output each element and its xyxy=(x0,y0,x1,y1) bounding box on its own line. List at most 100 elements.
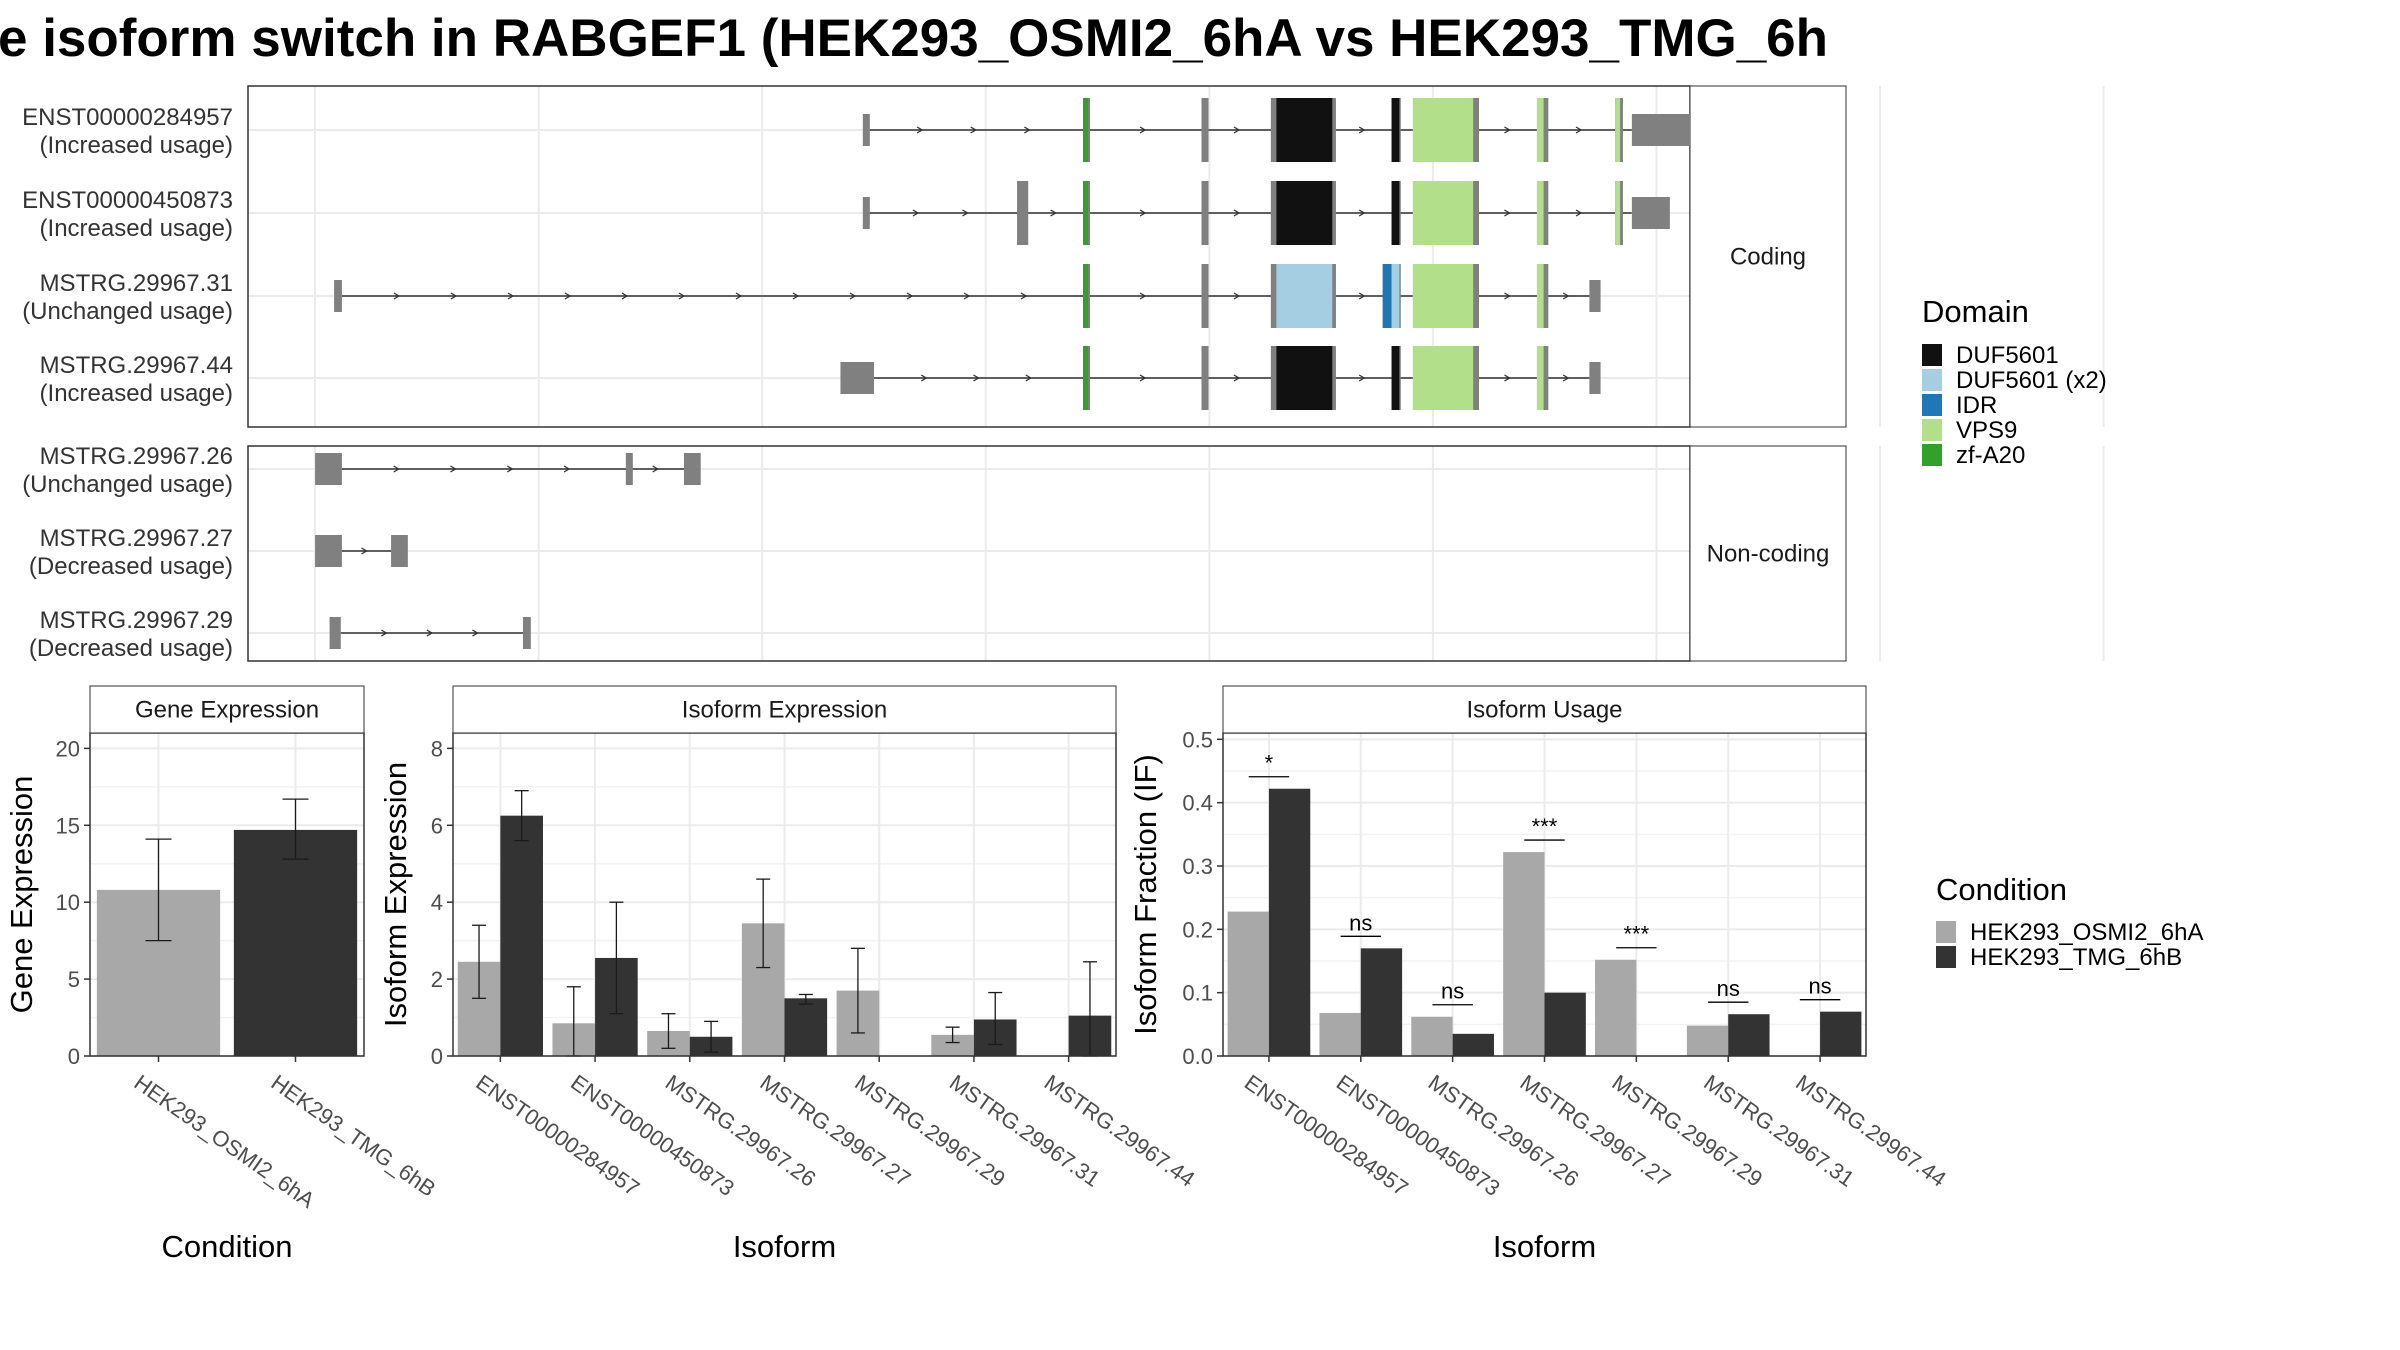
intron-direction-arrow xyxy=(1233,292,1241,300)
exon xyxy=(1589,362,1601,394)
bar xyxy=(1268,788,1311,1056)
domain-duf5601 xyxy=(1276,346,1333,410)
bar xyxy=(1319,1012,1361,1056)
exon xyxy=(840,362,874,394)
domain-zf-a20 xyxy=(1083,98,1089,162)
exon xyxy=(1201,181,1209,245)
intron-direction-arrow xyxy=(426,629,434,637)
exon xyxy=(1541,181,1549,245)
x-tick-label: MSTRG.29967.26 xyxy=(1424,1070,1584,1192)
transcript-usage-label: (Decreased usage) xyxy=(29,635,233,662)
intron-direction-arrow xyxy=(621,292,629,300)
transcript-ENST00000450873: ENST00000450873(Increased usage) xyxy=(22,181,1670,245)
transcript-id-label: ENST00000450873 xyxy=(22,187,233,214)
intron-direction-arrow xyxy=(1050,209,1057,217)
transcript-MSTRG.29967.31: MSTRG.29967.31(Unchanged usage) xyxy=(22,264,1601,328)
intron-direction-arrow xyxy=(678,292,686,300)
exon xyxy=(1589,280,1601,312)
transcript-id-label: MSTRG.29967.27 xyxy=(40,525,233,552)
facet-panel-bg xyxy=(248,446,1690,661)
legend-label: DUF5601 (x2) xyxy=(1956,367,2107,394)
bar xyxy=(1503,852,1545,1056)
intron-direction-arrow xyxy=(652,465,659,473)
facet-strip xyxy=(1689,85,1847,428)
exon xyxy=(1541,264,1549,328)
panel-title: Isoform Expression xyxy=(682,697,887,724)
intron-direction-arrow xyxy=(962,209,969,217)
domain-vps9 xyxy=(1412,264,1474,328)
y-tick-label: 0.0 xyxy=(1182,1044,1213,1069)
legend-key-condition xyxy=(1936,921,1956,943)
transcript-usage-label: (Increased usage) xyxy=(40,380,233,407)
intron-direction-arrow xyxy=(563,465,571,473)
transcript-usage-label: (Increased usage) xyxy=(40,215,233,242)
y-tick-label: 20 xyxy=(56,736,80,761)
facet-strip-label: Non-coding xyxy=(1707,541,1830,568)
facet-strip-label: Coding xyxy=(1730,244,1806,271)
transcript-id-label: MSTRG.29967.31 xyxy=(40,270,233,297)
significance-label: ns xyxy=(1717,976,1740,1001)
legend-key-vps9 xyxy=(1922,419,1942,441)
significance-label: *** xyxy=(1624,922,1650,947)
significance-label: * xyxy=(1265,751,1274,776)
domain-duf5601 xyxy=(1276,98,1333,162)
legend-label: HEK293_TMG_6hB xyxy=(1970,944,2182,971)
intron-direction-arrow xyxy=(849,292,857,300)
facet-strip xyxy=(1689,445,1847,662)
transcript-ENST00000284957: ENST00000284957(Increased usage) xyxy=(22,98,1690,162)
bar xyxy=(1686,1025,1729,1056)
domain-vps9 xyxy=(1536,346,1544,410)
exon xyxy=(1328,98,1336,162)
exon xyxy=(1472,181,1480,245)
domain-duf5601-x2- xyxy=(1391,264,1400,328)
bar xyxy=(931,1034,974,1056)
significance-label: ns xyxy=(1441,979,1464,1004)
exon xyxy=(1328,264,1336,328)
x-tick-label: MSTRG.29967.44 xyxy=(1040,1070,1200,1192)
intron-direction-arrow xyxy=(1233,209,1241,217)
intron-direction-arrow xyxy=(912,209,920,217)
intron-direction-arrow xyxy=(1233,126,1241,134)
intron-direction-arrow xyxy=(1504,292,1511,300)
intron-direction-arrow xyxy=(450,465,457,473)
domain-duf5601-x2- xyxy=(1276,264,1333,328)
domain-vps9 xyxy=(1536,98,1544,162)
y-tick-label: 0.4 xyxy=(1182,791,1213,816)
bar xyxy=(500,815,543,1056)
x-axis-title: Condition xyxy=(162,1229,293,1264)
domain-vps9 xyxy=(1615,98,1621,162)
figure-title: e isoform switch in RABGEF1 (HEK293_OSMI… xyxy=(0,9,1828,68)
intron-direction-arrow xyxy=(1562,292,1570,300)
y-axis-title: Gene Expression xyxy=(4,776,39,1014)
bar xyxy=(1227,911,1269,1056)
x-axis-title: Isoform xyxy=(1493,1229,1596,1264)
domain-vps9 xyxy=(1536,181,1544,245)
y-tick-label: 0.5 xyxy=(1182,727,1213,752)
y-tick-label: 0.1 xyxy=(1182,981,1213,1006)
intron-direction-arrow xyxy=(1562,374,1570,382)
legend-label: HEK293_OSMI2_6hA xyxy=(1970,919,2203,946)
x-tick-label: MSTRG.29967.31 xyxy=(1699,1070,1859,1192)
domain-vps9 xyxy=(1412,346,1474,410)
exon xyxy=(334,280,342,312)
isoform-usage-chart: 0.0 0.1 0.2 0.3 0.4 0.5 * ENST00000284957 ns ENST… xyxy=(1128,685,1951,1264)
exon xyxy=(1270,346,1278,410)
intron-direction-arrow xyxy=(506,465,514,473)
transcript-id-label: MSTRG.29967.44 xyxy=(40,352,233,379)
bar xyxy=(1595,959,1637,1056)
intron-direction-arrow xyxy=(1139,126,1147,134)
intron-direction-arrow xyxy=(1020,292,1028,300)
exon xyxy=(1201,264,1209,328)
exon xyxy=(625,453,633,485)
intron-direction-arrow xyxy=(1358,209,1366,217)
exon xyxy=(1328,346,1336,410)
y-tick-label: 2 xyxy=(431,967,443,992)
transcript-usage-label: (Decreased usage) xyxy=(29,553,233,580)
significance-label: *** xyxy=(1532,814,1558,839)
y-tick-label: 15 xyxy=(56,813,80,838)
exon xyxy=(1201,98,1209,162)
exon xyxy=(1541,98,1549,162)
